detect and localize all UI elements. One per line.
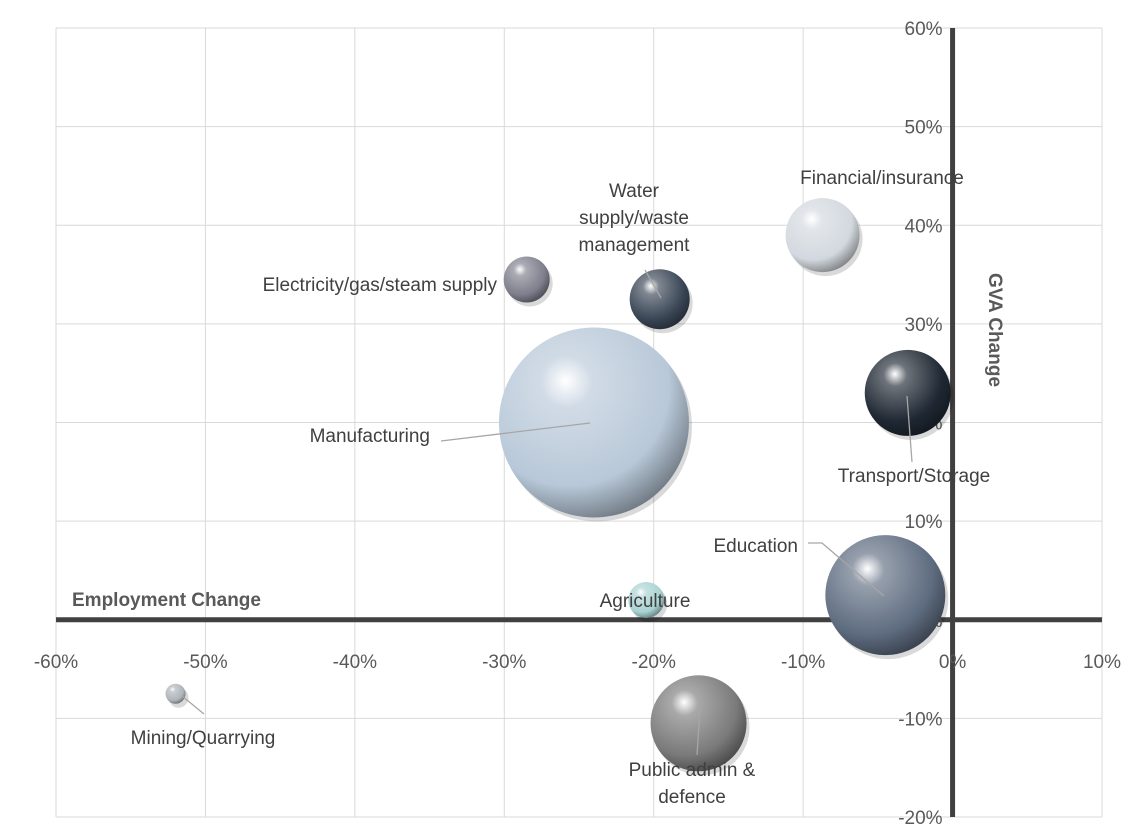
y-tick-label: 60% (905, 19, 943, 40)
x-tick-labels: -60% -50% -40% -30% -20% -10% 0% 10% (34, 652, 1121, 673)
y-axis-title: GVA Change (984, 273, 1005, 387)
x-tick-label: -50% (183, 652, 227, 673)
x-tick-label: -60% (34, 652, 78, 673)
x-tick-label: -40% (333, 652, 377, 673)
point-label: Education (713, 536, 798, 557)
y-tick-label: 40% (905, 216, 943, 237)
point-labels: Manufacturing Education Transport/Storage P… (131, 168, 991, 808)
bubble-mining-quarrying (165, 683, 186, 704)
point-label: Manufacturing (310, 426, 430, 447)
leader-lines (181, 269, 913, 756)
leader-line (644, 269, 662, 299)
x-tick-label: 0% (939, 652, 967, 673)
bubbles (165, 198, 954, 776)
y-tick-label: 30% (905, 315, 943, 336)
bubble-electricity-gas-steam-supply (503, 256, 550, 303)
x-tick-label: 10% (1083, 652, 1121, 673)
leader-line (808, 542, 885, 597)
bubble-manufacturing (498, 327, 689, 518)
point-label: Agriculture (600, 591, 691, 612)
leader-line (440, 422, 591, 442)
y-tick-label: -10% (898, 709, 942, 730)
point-label: Financial/insurance (800, 168, 964, 189)
point-label: Public admin & defence (629, 760, 756, 808)
bubble-agriculture (628, 582, 665, 619)
bubble-water-supply-waste-management (629, 269, 690, 330)
bubble-transport-storage (864, 349, 951, 436)
y-tick-label: 50% (905, 118, 943, 139)
y-tick-label: 10% (905, 512, 943, 533)
point-label: Electricity/gas/steam supply (263, 275, 498, 296)
leader-line (181, 695, 205, 715)
bubble-financial-insurance (785, 198, 860, 273)
x-tick-label: -10% (781, 652, 825, 673)
point-label: Water supply/waste management (579, 181, 691, 256)
point-label: Transport/Storage (838, 466, 990, 487)
point-label: Mining/Quarrying (131, 728, 276, 749)
leader-line (906, 395, 913, 463)
x-axis-title: Employment Change (72, 590, 261, 611)
bubble-education (825, 535, 946, 656)
y-tick-label: -20% (898, 808, 942, 829)
x-tick-label: -30% (482, 652, 526, 673)
leader-line (696, 706, 701, 756)
x-tick-label: -20% (632, 652, 676, 673)
